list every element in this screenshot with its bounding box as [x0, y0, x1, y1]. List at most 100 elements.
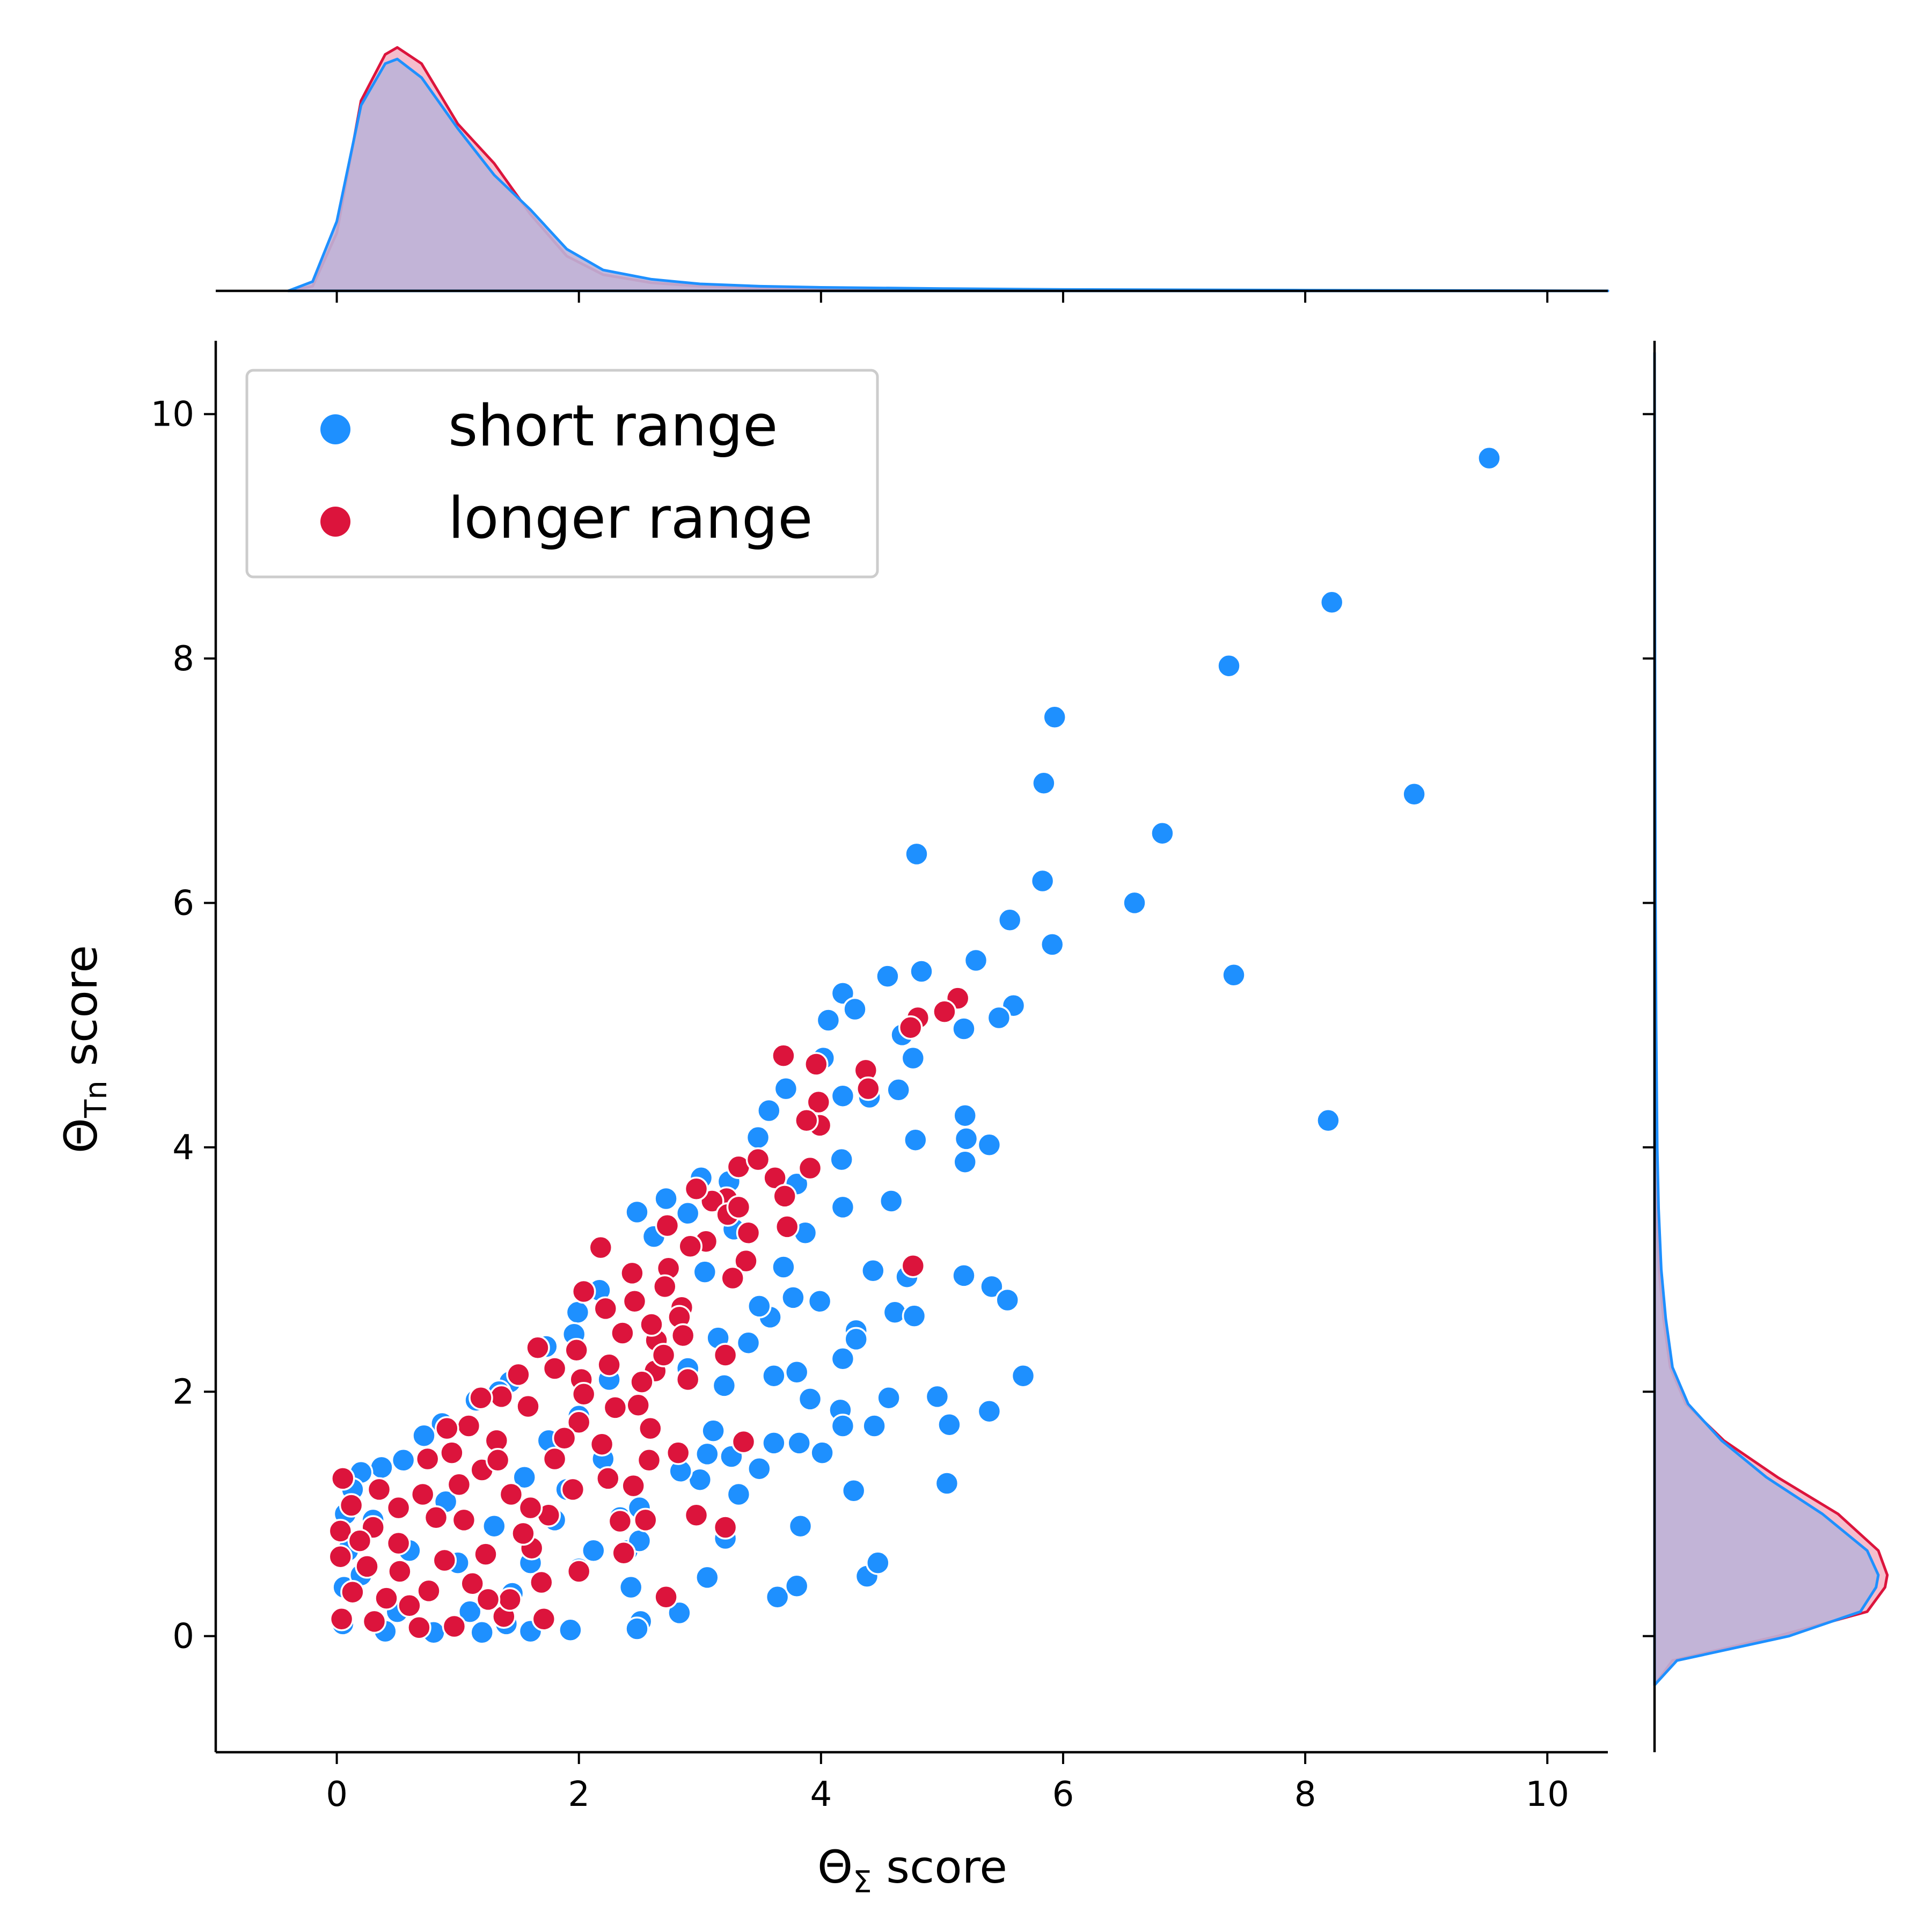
data-point-longer-range [355, 1554, 379, 1579]
data-point-short-range [391, 1448, 416, 1473]
data-point-longer-range [529, 1570, 554, 1595]
data-point-short-range [963, 948, 989, 973]
data-point-longer-range [720, 1265, 745, 1291]
data-point-longer-range [621, 1473, 646, 1498]
data-point-short-range [1316, 1108, 1341, 1133]
data-point-short-range [977, 1399, 1002, 1424]
data-point-short-range [726, 1482, 751, 1507]
marginal-x-kde-short-range [287, 57, 1609, 292]
data-point-short-range [762, 1363, 786, 1388]
x-tick-label: 6 [1052, 1775, 1074, 1814]
data-point-longer-range [898, 1015, 923, 1040]
x-tick-label: 8 [1294, 1775, 1316, 1814]
data-point-short-range [745, 1125, 771, 1150]
data-point-short-range [787, 1431, 811, 1455]
data-point-longer-range [651, 1343, 676, 1367]
data-point-longer-range [603, 1395, 628, 1420]
data-point-short-range [997, 908, 1022, 933]
data-point-short-range [1011, 1363, 1036, 1388]
data-point-longer-range [497, 1587, 522, 1612]
data-point-short-range [762, 1431, 786, 1455]
data-point-longer-range [435, 1416, 459, 1441]
data-point-short-range [901, 1045, 926, 1071]
ticks: 0 2 4 6 8 10 0 2 4 6 8 10 [151, 291, 1655, 1814]
data-point-longer-range [423, 1505, 449, 1530]
data-point-short-range [841, 1478, 866, 1503]
data-point-short-range [861, 1258, 885, 1283]
data-point-short-range [747, 1294, 772, 1319]
data-point-short-range [773, 1076, 799, 1101]
data-point-longer-range [734, 1248, 758, 1274]
data-point-longer-range [506, 1362, 531, 1387]
data-point-short-range [667, 1600, 692, 1626]
data-point-short-range [788, 1513, 813, 1539]
data-point-longer-range [653, 1274, 677, 1299]
data-point-longer-range [460, 1571, 485, 1596]
legend-label-short-range: short range [448, 393, 778, 459]
data-point-longer-range [339, 1493, 364, 1518]
y-tick-label: 0 [172, 1617, 194, 1657]
data-point-longer-range [636, 1448, 662, 1473]
legend: short range longer range [245, 369, 879, 579]
data-point-short-range [1402, 782, 1426, 807]
y-tick-label: 6 [172, 883, 194, 923]
data-point-short-range [1031, 771, 1056, 796]
marginal-y-kde-short-range [1653, 352, 1880, 1687]
data-point-short-range [843, 997, 867, 1022]
data-point-longer-range [440, 1440, 464, 1465]
data-point-longer-range [340, 1579, 365, 1605]
data-point-short-range [902, 1304, 927, 1328]
data-point-short-range [954, 1126, 979, 1151]
data-point-short-range [977, 1132, 1002, 1158]
data-point-longer-range [552, 1426, 577, 1451]
data-point-longer-range [347, 1528, 372, 1553]
data-point-short-range [1042, 705, 1067, 730]
data-point-short-range [844, 1327, 868, 1352]
data-point-short-range [810, 1440, 835, 1465]
data-point-short-range [829, 1147, 854, 1172]
data-point-short-range [925, 1384, 950, 1409]
data-point-longer-range [511, 1521, 536, 1546]
legend-marker-short-range [320, 414, 350, 444]
data-point-short-range [701, 1418, 726, 1443]
data-point-short-range [862, 1414, 887, 1438]
y-tick-label: 2 [172, 1372, 194, 1412]
data-point-longer-range [655, 1213, 680, 1238]
data-point-longer-range [670, 1323, 696, 1348]
data-point-short-range [695, 1441, 720, 1467]
data-point-short-range [903, 1128, 928, 1152]
data-point-longer-range [542, 1356, 567, 1381]
data-point-longer-range [387, 1559, 412, 1584]
data-point-short-range [781, 1285, 806, 1310]
data-point-longer-range [626, 1393, 650, 1418]
data-point-longer-range [731, 1429, 756, 1454]
legend-label-longer-range: longer range [448, 485, 813, 551]
data-point-short-range [618, 1575, 643, 1600]
data-point-short-range [784, 1360, 809, 1385]
data-point-longer-range [571, 1279, 596, 1304]
data-point-longer-range [499, 1482, 524, 1507]
data-point-short-range [675, 1201, 700, 1226]
data-point-longer-range [489, 1384, 514, 1409]
data-point-longer-range [797, 1155, 823, 1181]
data-point-short-range [986, 1005, 1012, 1030]
data-point-longer-range [622, 1289, 647, 1314]
data-point-short-range [712, 1373, 737, 1398]
legend-marker-longer-range [320, 507, 350, 537]
data-point-short-range [904, 841, 929, 867]
data-point-short-range [1319, 590, 1344, 615]
data-point-short-range [830, 1195, 855, 1220]
main-plot: 0 2 4 6 8 10 0 2 4 6 8 10 [151, 291, 1655, 1814]
data-point-short-range [692, 1260, 718, 1284]
data-point-short-range [470, 1620, 494, 1645]
data-point-longer-range [432, 1548, 457, 1573]
data-point-longer-range [630, 1370, 654, 1394]
data-point-longer-range [736, 1220, 761, 1246]
data-point-longer-range [566, 1559, 591, 1584]
x-tick-label: 10 [1525, 1775, 1569, 1814]
data-point-short-range [412, 1423, 436, 1448]
data-point-longer-range [518, 1495, 543, 1520]
data-point-short-range [879, 1189, 904, 1213]
data-point-longer-range [684, 1176, 709, 1202]
